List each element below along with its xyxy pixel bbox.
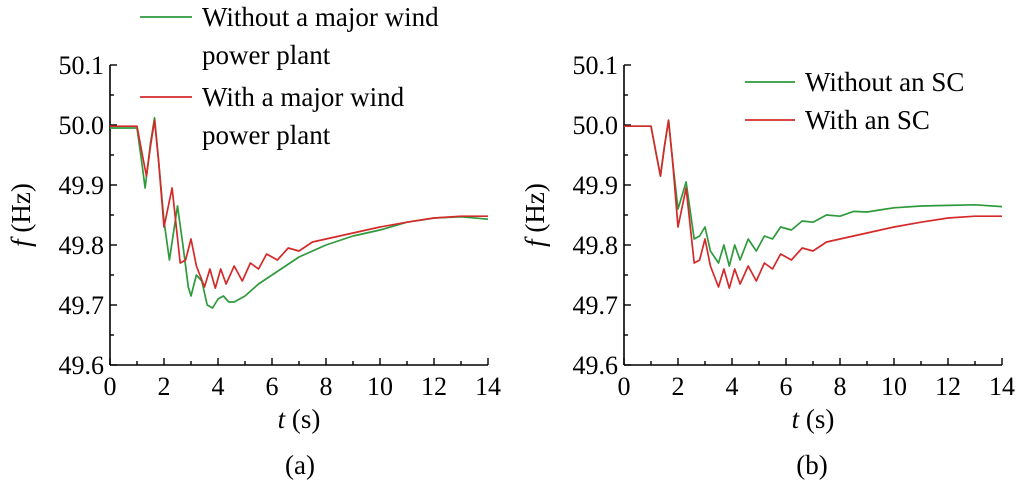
legend-label: With an SC	[805, 105, 930, 135]
series-line-red	[110, 119, 488, 290]
x-axis-label: t (s)	[792, 404, 835, 434]
chart-panel-b: 0 2 4 6 8 10 12 14 49.6 49.7 49.8 49.9 50.0 50.1 t (s)…	[520, 51, 1015, 480]
x-tick-label: 8	[320, 372, 333, 401]
x-tick-label: 12	[421, 372, 447, 401]
x-tick-label: 4	[726, 372, 739, 401]
x-tick-label: 10	[881, 372, 907, 401]
x-tick-label: 8	[834, 372, 847, 401]
panel-caption: (b)	[796, 450, 827, 480]
y-tick-label: 49.7	[59, 291, 105, 320]
y-tick-label: 49.9	[573, 171, 619, 200]
y-tick-label: 50.1	[573, 51, 619, 80]
x-tick-label: 2	[672, 372, 685, 401]
legend-label: With a major wind	[202, 82, 405, 112]
y-tick-label: 50.1	[59, 51, 105, 80]
legend-label: power plant	[202, 120, 331, 150]
series-line-red	[624, 119, 1002, 290]
x-tick-label: 14	[989, 372, 1015, 401]
x-tick-label: 12	[935, 372, 961, 401]
y-tick-label: 49.9	[59, 171, 105, 200]
x-tick-label: 2	[158, 372, 171, 401]
x-tick-label: 14	[475, 372, 501, 401]
x-tick-label: 0	[104, 372, 117, 401]
y-axis-label: f (Hz)	[520, 183, 550, 247]
x-tick-label: 6	[266, 372, 279, 401]
legend-label: power plant	[202, 40, 331, 70]
y-tick-label: 50.0	[59, 111, 105, 140]
x-tick-label: 6	[780, 372, 793, 401]
chart-panel-a: 0 2 4 6 8 10 12 14 49.6 49.7 49.8 49.9 50.0 50.1 t (s)…	[6, 2, 501, 480]
y-tick-label: 49.7	[573, 291, 619, 320]
y-tick-label: 49.8	[573, 231, 619, 260]
y-tick-label: 50.0	[573, 111, 619, 140]
x-tick-label: 10	[367, 372, 393, 401]
series-line-green	[624, 119, 1003, 267]
legend-label: Without an SC	[805, 67, 964, 97]
panel-caption: (a)	[285, 450, 315, 480]
x-tick-label: 0	[618, 372, 631, 401]
x-axis-label: t (s)	[278, 404, 321, 434]
y-axis-label: f (Hz)	[6, 183, 36, 247]
y-tick-label: 49.6	[573, 351, 619, 380]
legend-label: Without a major wind	[202, 2, 439, 32]
y-tick-label: 49.6	[59, 351, 105, 380]
x-tick-label: 4	[212, 372, 225, 401]
y-tick-label: 49.8	[59, 231, 105, 260]
